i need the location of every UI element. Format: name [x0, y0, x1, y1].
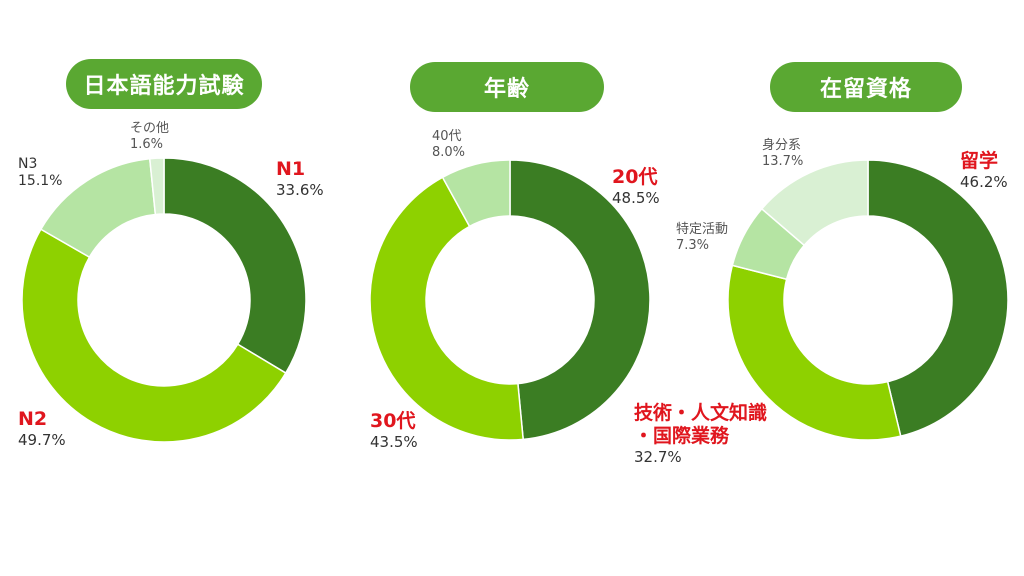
donut-0-slice-1 [21, 228, 287, 443]
donut-1-slice-0 [509, 159, 651, 441]
label-n2: N2 49.7% [18, 408, 66, 449]
label-other: その他 1.6% [130, 121, 170, 152]
donut-0-slice-3 [148, 157, 165, 216]
donut-1-slice-2 [441, 159, 511, 228]
label-n1: N1 33.6% [276, 158, 324, 199]
label-student: 留学 46.2% [960, 150, 1008, 191]
donut-2-slice-3 [760, 159, 869, 247]
label-30s: 30代 43.5% [370, 410, 418, 451]
label-designated-activities: 特定活動 7.3% [676, 222, 729, 253]
label-20s: 20代 48.5% [612, 166, 660, 207]
label-status-based: 身分系 13.7% [762, 138, 804, 169]
donut-0-slice-0 [163, 157, 307, 375]
donut-2-slice-0 [867, 159, 1009, 438]
label-n3: N3 15.1% [18, 156, 63, 189]
label-40s: 40代 8.0% [432, 129, 466, 160]
donut-2-slice-1 [727, 264, 902, 441]
donut-1-slice-1 [369, 176, 524, 441]
chart-title-jlpt: 日本語能力試験 [66, 59, 262, 109]
label-engineer-humanities: 技術・人文知識 ・国際業務 32.7% [634, 402, 768, 466]
chart-title-age: 年齢 [410, 62, 604, 112]
chart-title-residence: 在留資格 [770, 62, 962, 112]
